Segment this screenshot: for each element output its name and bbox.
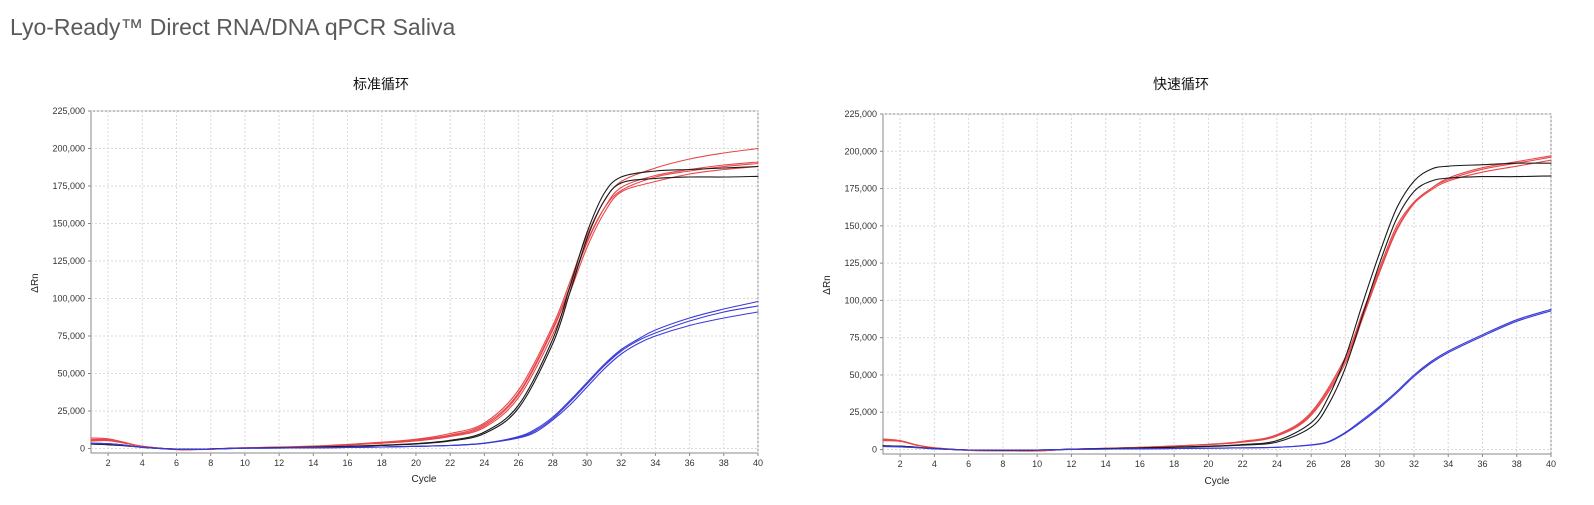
x-tick-label: 34 (650, 458, 660, 468)
y-tick-label: 75,000 (57, 331, 85, 341)
x-tick-label: 2 (106, 458, 111, 468)
y-tick-label: 200,000 (844, 146, 877, 156)
x-tick-label: 22 (1238, 459, 1248, 469)
gridlines (883, 113, 1552, 454)
y-tick-label: 75,000 (849, 333, 877, 343)
x-tick-label: 22 (445, 458, 455, 468)
x-tick-label: 4 (932, 459, 937, 469)
x-tick-label: 24 (1272, 459, 1282, 469)
x-tick-label: 40 (1546, 459, 1556, 469)
y-ticks: 0 25,000 50,000 75,000 100,000 125,000 150,000… (52, 106, 91, 454)
chart-title: 快速循环 (1153, 77, 1209, 93)
y-tick-label: 100,000 (844, 295, 877, 305)
y-tick-label: 0 (80, 444, 85, 454)
x-tick-label: 26 (1306, 459, 1316, 469)
x-tick-label: 18 (377, 458, 387, 468)
y-tick-label: 150,000 (52, 219, 85, 229)
x-tick-label: 20 (411, 458, 421, 468)
amplification-curves (882, 155, 1552, 452)
amplification-curves (90, 147, 759, 451)
y-tick-label: 225,000 (844, 109, 877, 119)
amplification-curve-blue (90, 300, 759, 450)
y-tick-label: 50,000 (849, 370, 877, 380)
x-tick-label: 18 (1169, 459, 1179, 469)
chart-standard-cycle: 标准循环 0 25,000 50,000 75,000 100,000 125,000 15… (0, 0, 790, 505)
x-tick-label: 6 (174, 458, 179, 468)
x-tick-label: 2 (898, 459, 903, 469)
y-tick-label: 50,000 (57, 369, 85, 379)
x-axis-label: Cycle (1204, 476, 1229, 487)
plot-frame (882, 113, 1552, 455)
x-tick-label: 32 (616, 458, 626, 468)
y-tick-label: 125,000 (52, 256, 85, 266)
x-tick-label: 8 (208, 458, 213, 468)
x-tick-label: 12 (1066, 459, 1076, 469)
x-tick-label: 8 (1000, 459, 1005, 469)
x-tick-label: 14 (1101, 459, 1111, 469)
x-tick-label: 36 (1477, 459, 1487, 469)
x-tick-label: 38 (719, 458, 729, 468)
y-tick-label: 25,000 (849, 407, 877, 417)
x-tick-label: 28 (1340, 459, 1350, 469)
x-ticks: 2 4 6 8 10 12 14 16 18 20 22 24 26 28 30 32 34 36 38 40 (106, 453, 763, 468)
x-tick-label: 16 (1135, 459, 1145, 469)
y-ticks: 0 25,000 50,000 75,000 100,000 125,000 150,000… (844, 109, 883, 455)
x-tick-label: 16 (343, 458, 353, 468)
y-tick-label: 25,000 (57, 406, 85, 416)
x-tick-label: 24 (479, 458, 489, 468)
x-tick-label: 36 (685, 458, 695, 468)
y-tick-label: 175,000 (844, 184, 877, 194)
page-title: Lyo-Ready™ Direct RNA/DNA qPCR Saliva (10, 14, 456, 40)
x-tick-label: 12 (274, 458, 284, 468)
x-tick-label: 26 (514, 458, 524, 468)
y-tick-label: 100,000 (52, 294, 85, 304)
x-tick-label: 30 (582, 458, 592, 468)
gridlines (91, 110, 759, 453)
x-tick-label: 14 (308, 458, 318, 468)
chart-fast-cycle-svg: 快速循环 0 25,000 50,000 75,000 100,000 125,000 15… (822, 77, 1556, 487)
chart-title: 标准循环 (353, 77, 409, 93)
x-tick-label: 4 (140, 458, 145, 468)
x-tick-label: 6 (966, 459, 971, 469)
x-tick-label: 38 (1512, 459, 1522, 469)
x-tick-label: 20 (1203, 459, 1213, 469)
chart-fast-cycle: 快速循环 0 25,000 50,000 75,000 100,000 125,000 15… (790, 0, 1594, 505)
x-tick-label: 10 (1032, 459, 1042, 469)
x-axis-label: Cycle (411, 474, 436, 485)
y-tick-label: 175,000 (52, 181, 85, 191)
y-axis-label: ΔRn (822, 275, 833, 294)
x-tick-label: 32 (1409, 459, 1419, 469)
chart-standard-cycle-svg: 标准循环 0 25,000 50,000 75,000 100,000 125,000 15… (30, 77, 763, 485)
y-tick-label: 125,000 (844, 258, 877, 268)
y-tick-label: 150,000 (844, 221, 877, 231)
plot-frame (90, 110, 759, 454)
x-tick-label: 30 (1375, 459, 1385, 469)
y-tick-label: 200,000 (52, 144, 85, 154)
x-tick-label: 28 (548, 458, 558, 468)
x-ticks: 2 4 6 8 10 12 14 16 18 20 22 24 26 28 30 32 34 36 38 40 (898, 454, 1556, 469)
x-tick-label: 34 (1443, 459, 1453, 469)
x-tick-label: 40 (753, 458, 763, 468)
y-tick-label: 0 (872, 445, 877, 455)
x-tick-label: 10 (240, 458, 250, 468)
amplification-curve-blue (882, 308, 1552, 451)
y-tick-label: 225,000 (52, 106, 85, 116)
y-axis-label: ΔRn (30, 273, 41, 292)
